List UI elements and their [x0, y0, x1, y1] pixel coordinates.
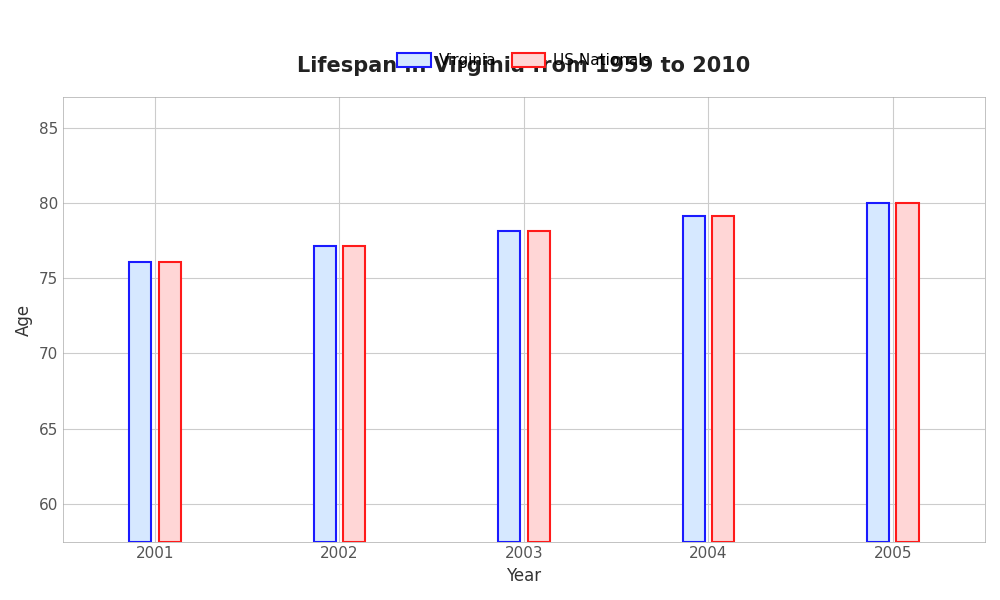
Legend: Virginia, US Nationals: Virginia, US Nationals [391, 47, 656, 74]
Bar [129, 262, 151, 542]
Bar [159, 262, 181, 542]
Bar [314, 247, 336, 542]
Bar [343, 247, 365, 542]
Bar [498, 232, 520, 542]
Bar [528, 232, 550, 542]
Bar [683, 217, 705, 542]
Bar [896, 203, 919, 542]
X-axis label: Year: Year [506, 567, 541, 585]
Y-axis label: Age: Age [15, 304, 33, 335]
Title: Lifespan in Virginia from 1959 to 2010: Lifespan in Virginia from 1959 to 2010 [297, 56, 751, 76]
Bar [867, 203, 889, 542]
Bar [712, 217, 734, 542]
